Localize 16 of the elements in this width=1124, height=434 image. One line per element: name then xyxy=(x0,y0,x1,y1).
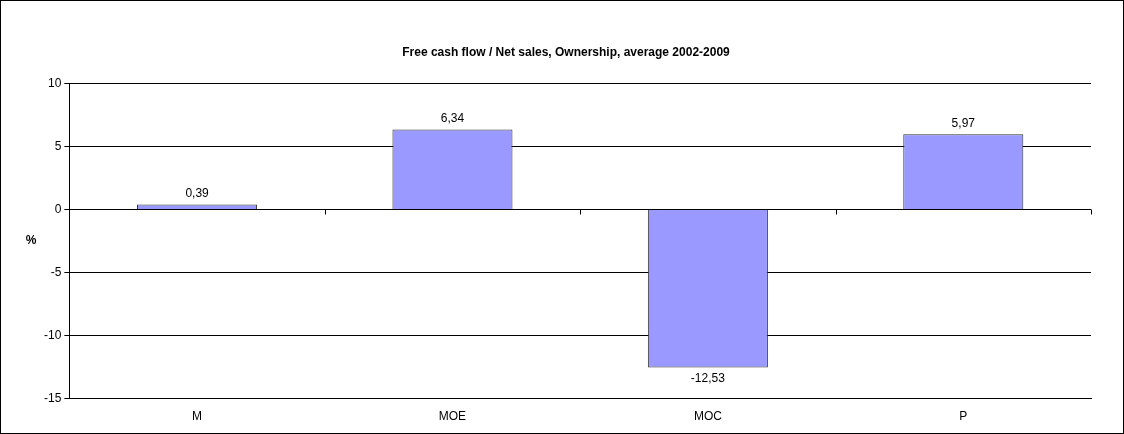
y-tick-label: -5 xyxy=(50,264,62,279)
x-tick-label: M xyxy=(192,409,203,424)
y-axis-title: % xyxy=(25,233,37,248)
x-tick-label: MOE xyxy=(438,409,467,424)
y-tick-label: -15 xyxy=(44,390,62,405)
x-tick-label: P xyxy=(959,409,968,424)
y-tick-label: 0 xyxy=(54,201,62,216)
y-tick-label: 10 xyxy=(47,75,62,90)
chart-title: Free cash flow / Net sales, Ownership, average 2002-2009 xyxy=(402,44,731,59)
data-label: -12,53 xyxy=(690,370,726,385)
y-tick-label: -10 xyxy=(44,327,62,342)
data-label: 5,97 xyxy=(951,115,976,130)
data-label: 0,39 xyxy=(185,185,210,200)
y-tick-label: 5 xyxy=(54,138,62,153)
data-label: 6,34 xyxy=(440,110,465,125)
x-tick-label: MOC xyxy=(693,409,723,424)
